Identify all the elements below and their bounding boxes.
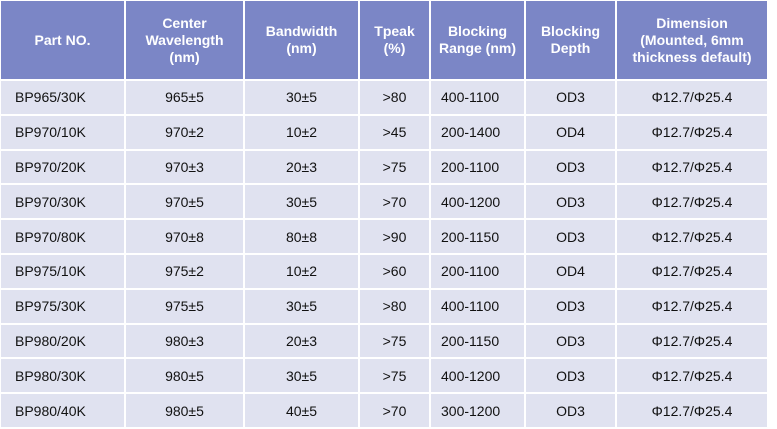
table-cell: BP970/30K bbox=[1, 185, 124, 219]
table-cell: 30±5 bbox=[245, 359, 358, 393]
table-cell: OD3 bbox=[526, 289, 615, 323]
table-cell: Φ12.7/Φ25.4 bbox=[617, 115, 767, 149]
table-cell: 200-1100 bbox=[431, 150, 524, 184]
table-cell: OD3 bbox=[526, 394, 615, 427]
table-cell: 970±3 bbox=[126, 150, 243, 184]
table-cell: 200-1150 bbox=[431, 324, 524, 358]
table-cell: Φ12.7/Φ25.4 bbox=[617, 81, 767, 114]
table-cell: Φ12.7/Φ25.4 bbox=[617, 150, 767, 184]
table-cell: 400-1100 bbox=[431, 81, 524, 114]
table-cell: 980±5 bbox=[126, 359, 243, 393]
table-cell: OD4 bbox=[526, 254, 615, 288]
header-row: Part NO. Center Wavelength (nm) Bandwidth … bbox=[1, 1, 767, 79]
table-cell: >70 bbox=[360, 185, 429, 219]
table-cell: 10±2 bbox=[245, 115, 358, 149]
table-row: BP970/30K 970±5 30±5 >70 400-1200 OD3 Φ12.7/Φ2… bbox=[1, 185, 767, 219]
table-cell: BP980/30K bbox=[1, 359, 124, 393]
table-cell: 980±3 bbox=[126, 324, 243, 358]
table-cell: OD3 bbox=[526, 185, 615, 219]
table-cell: 30±5 bbox=[245, 81, 358, 114]
table-row: BP965/30K 965±5 30±5 >80 400-1100 OD3 Φ12.7/Φ2… bbox=[1, 81, 767, 114]
table-cell: Φ12.7/Φ25.4 bbox=[617, 394, 767, 427]
table-cell: BP980/20K bbox=[1, 324, 124, 358]
table-cell: >60 bbox=[360, 254, 429, 288]
table-cell: >90 bbox=[360, 220, 429, 253]
table-cell: 975±2 bbox=[126, 254, 243, 288]
table-cell: 200-1150 bbox=[431, 220, 524, 253]
table-row: BP975/10K 975±2 10±2 >60 200-1100 OD4 Φ12.7/Φ2… bbox=[1, 254, 767, 288]
table-cell: 975±5 bbox=[126, 289, 243, 323]
table-cell: Φ12.7/Φ25.4 bbox=[617, 324, 767, 358]
table-cell: 980±5 bbox=[126, 394, 243, 427]
table-cell: BP975/10K bbox=[1, 254, 124, 288]
table-cell: Φ12.7/Φ25.4 bbox=[617, 220, 767, 253]
table-cell: 970±5 bbox=[126, 185, 243, 219]
table-row: BP980/40K 980±5 40±5 >70 300-1200 OD3 Φ12.7/Φ2… bbox=[1, 394, 767, 427]
table-cell: Φ12.7/Φ25.4 bbox=[617, 185, 767, 219]
table-cell: 400-1200 bbox=[431, 359, 524, 393]
table-cell: Φ12.7/Φ25.4 bbox=[617, 359, 767, 393]
table-cell: BP970/10K bbox=[1, 115, 124, 149]
table-cell: 10±2 bbox=[245, 254, 358, 288]
table-cell: 80±8 bbox=[245, 220, 358, 253]
table-cell: Φ12.7/Φ25.4 bbox=[617, 254, 767, 288]
table-cell: >80 bbox=[360, 81, 429, 114]
table-cell: 30±5 bbox=[245, 289, 358, 323]
table-cell: OD4 bbox=[526, 115, 615, 149]
table-cell: 400-1200 bbox=[431, 185, 524, 219]
table-cell: 20±3 bbox=[245, 150, 358, 184]
table-cell: BP980/40K bbox=[1, 394, 124, 427]
table-cell: 300-1200 bbox=[431, 394, 524, 427]
column-header: Part NO. bbox=[1, 1, 124, 79]
table-row: BP970/80K 970±8 80±8 >90 200-1150 OD3 Φ12.7/Φ2… bbox=[1, 220, 767, 253]
column-header: Blocking Range (nm) bbox=[431, 1, 524, 79]
table-cell: 20±3 bbox=[245, 324, 358, 358]
table-cell: BP970/20K bbox=[1, 150, 124, 184]
table-cell: >80 bbox=[360, 289, 429, 323]
column-header: Tpeak (%) bbox=[360, 1, 429, 79]
column-header: Dimension (Mounted, 6mm thickness defaul… bbox=[617, 1, 767, 79]
table-cell: 965±5 bbox=[126, 81, 243, 114]
table-cell: Φ12.7/Φ25.4 bbox=[617, 289, 767, 323]
table-cell: >75 bbox=[360, 150, 429, 184]
table-row: BP980/30K 980±5 30±5 >75 400-1200 OD3 Φ12.7/Φ2… bbox=[1, 359, 767, 393]
table-cell: 40±5 bbox=[245, 394, 358, 427]
table-cell: BP975/30K bbox=[1, 289, 124, 323]
table-cell: BP970/80K bbox=[1, 220, 124, 253]
column-header: Bandwidth (nm) bbox=[245, 1, 358, 79]
table-cell: 30±5 bbox=[245, 185, 358, 219]
table-cell: OD3 bbox=[526, 81, 615, 114]
table-cell: 200-1100 bbox=[431, 254, 524, 288]
table-cell: >45 bbox=[360, 115, 429, 149]
table-cell: 970±2 bbox=[126, 115, 243, 149]
table-cell: >75 bbox=[360, 324, 429, 358]
table-cell: 200-1400 bbox=[431, 115, 524, 149]
table-row: BP970/20K 970±3 20±3 >75 200-1100 OD3 Φ12.7/Φ2… bbox=[1, 150, 767, 184]
table-cell: 400-1100 bbox=[431, 289, 524, 323]
column-header: Center Wavelength (nm) bbox=[126, 1, 243, 79]
table-cell: >70 bbox=[360, 394, 429, 427]
table-row: BP980/20K 980±3 20±3 >75 200-1150 OD3 Φ12.7/Φ2… bbox=[1, 324, 767, 358]
table-cell: >75 bbox=[360, 359, 429, 393]
column-header: Blocking Depth bbox=[526, 1, 615, 79]
table-cell: OD3 bbox=[526, 324, 615, 358]
table-cell: BP965/30K bbox=[1, 81, 124, 114]
table-row: BP970/10K 970±2 10±2 >45 200-1400 OD4 Φ12.7/Φ2… bbox=[1, 115, 767, 149]
table-cell: OD3 bbox=[526, 359, 615, 393]
table-cell: OD3 bbox=[526, 220, 615, 253]
table-row: BP975/30K 975±5 30±5 >80 400-1100 OD3 Φ12.7/Φ2… bbox=[1, 289, 767, 323]
table-cell: 970±8 bbox=[126, 220, 243, 253]
table-cell: OD3 bbox=[526, 150, 615, 184]
